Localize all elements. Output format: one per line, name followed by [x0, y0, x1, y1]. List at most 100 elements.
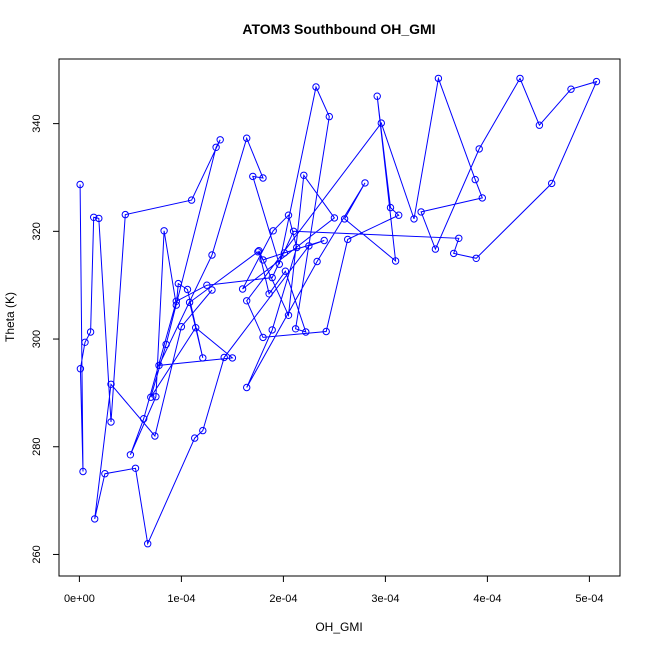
- data-point: [313, 257, 321, 266]
- data-point: [300, 171, 308, 180]
- data-point: [177, 323, 186, 331]
- data-point: [475, 145, 483, 153]
- data-point: [203, 281, 211, 289]
- data-point: [293, 243, 301, 252]
- data-point: [450, 249, 458, 258]
- data-point: [91, 515, 99, 523]
- data-point: [187, 196, 196, 204]
- data-point: [259, 256, 267, 264]
- data-point: [243, 383, 251, 392]
- data-point: [302, 328, 310, 336]
- data-point: [81, 338, 89, 346]
- data-point: [152, 393, 160, 401]
- data-point: [455, 234, 463, 243]
- data-point: [86, 328, 95, 336]
- data-point: [151, 432, 159, 440]
- data-point: [410, 215, 418, 223]
- y-tick-label: 340: [31, 114, 43, 132]
- data-point: [95, 214, 103, 223]
- y-tick-label: 260: [31, 545, 43, 563]
- data-point: [160, 227, 168, 235]
- data-point: [199, 426, 207, 435]
- chart-title: ATOM3 Southbound OH_GMI: [242, 21, 435, 37]
- data-point: [377, 119, 385, 127]
- data-point: [471, 175, 479, 184]
- y-axis-label: Theta (K): [3, 292, 17, 342]
- data-point: [228, 354, 237, 362]
- y-tick-label: 280: [31, 438, 43, 456]
- data-point: [516, 74, 524, 83]
- data-point: [90, 213, 98, 222]
- data-point: [386, 203, 395, 212]
- series-line: [79, 76, 598, 546]
- x-axis: 0e+00 1e-04 2e-04 3e-04 4e-04 5e-04: [64, 575, 603, 605]
- data-point: [269, 227, 277, 235]
- data-point: [107, 418, 115, 426]
- data-point: [76, 180, 84, 189]
- data-point: [121, 210, 130, 219]
- data-point: [255, 247, 263, 255]
- data-point: [243, 297, 251, 305]
- data-point: [76, 365, 85, 373]
- data-point: [216, 136, 224, 144]
- data-point: [289, 227, 298, 236]
- y-axis: 260 280 300 320 340: [31, 114, 60, 564]
- data-point: [344, 235, 352, 244]
- data-point: [174, 279, 183, 288]
- data-point: [249, 172, 257, 181]
- data-point: [147, 393, 155, 401]
- x-tick-label: 1e-04: [167, 593, 195, 605]
- data-point: [284, 311, 293, 319]
- data-point: [373, 92, 381, 100]
- data-point: [275, 260, 283, 268]
- x-tick-label: 3e-04: [371, 593, 399, 605]
- data-point: [238, 285, 247, 293]
- data-point: [281, 267, 290, 275]
- data-point: [472, 254, 480, 262]
- data-point: [330, 214, 339, 222]
- data-point: [101, 470, 109, 478]
- data-point: [191, 434, 199, 442]
- data-point: [208, 251, 216, 259]
- data-point: [340, 215, 349, 223]
- data-point: [131, 464, 140, 472]
- data-point: [305, 242, 313, 250]
- data-point: [280, 249, 289, 257]
- data-point: [199, 354, 207, 362]
- y-tick-label: 320: [31, 222, 43, 240]
- data-point: [208, 286, 216, 294]
- data-point: [220, 353, 228, 362]
- data-point: [291, 325, 300, 333]
- data-point: [395, 211, 403, 219]
- data-point: [268, 273, 276, 282]
- data-point: [417, 208, 425, 216]
- data-point: [535, 121, 544, 129]
- x-tick-label: 0e+00: [64, 593, 95, 605]
- data-point: [268, 326, 276, 334]
- x-tick-label: 4e-04: [473, 593, 501, 605]
- y-tick-label: 300: [31, 330, 43, 348]
- data-point: [185, 298, 194, 307]
- data-point: [243, 134, 251, 142]
- data-point: [361, 179, 369, 187]
- data-point: [478, 194, 486, 202]
- data-point: [325, 112, 333, 121]
- data-point: [548, 179, 556, 188]
- x-axis-label: OH_GMI: [315, 620, 362, 634]
- data-point: [391, 257, 400, 265]
- data-point: [431, 245, 440, 253]
- data-point: [320, 236, 328, 245]
- x-tick-label: 5e-04: [575, 593, 603, 605]
- data-point: [107, 380, 115, 388]
- data-point: [322, 327, 330, 336]
- data-point: [126, 451, 135, 459]
- data-point: [183, 285, 192, 294]
- data-point: [172, 297, 181, 305]
- data-point: [140, 415, 148, 423]
- data-point: [265, 290, 273, 298]
- data-point: [155, 361, 163, 370]
- data-point: [212, 143, 220, 152]
- data-point: [592, 77, 601, 86]
- data-point: [284, 211, 293, 219]
